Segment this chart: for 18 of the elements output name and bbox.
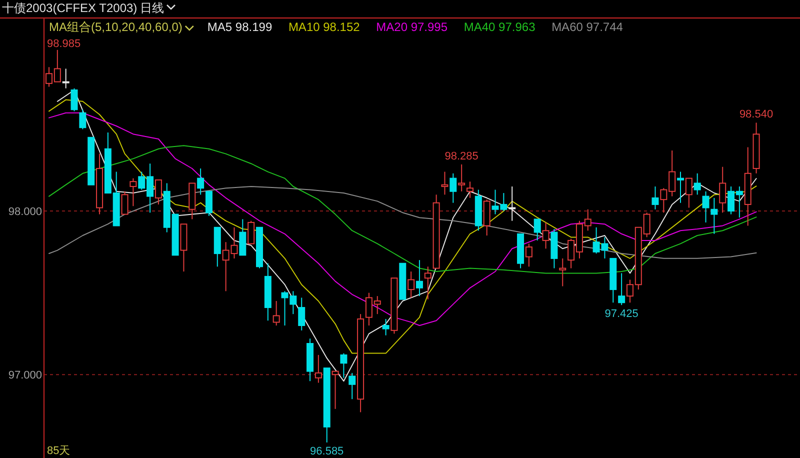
line-series	[48, 186, 757, 259]
annotation: 98.985	[47, 38, 81, 50]
text: MA40 97.963	[464, 20, 536, 34]
chart-title: 十债2003(CFFEX T2003)	[2, 1, 138, 15]
chart-subtitle: 日线	[140, 1, 164, 15]
text: MA20 97.995	[376, 20, 448, 34]
annotation: 97.425	[604, 308, 638, 320]
text: MA5 98.199	[207, 20, 272, 34]
text: MA60 97.744	[552, 20, 624, 34]
annotation: 98.285	[444, 150, 478, 162]
line-series	[48, 145, 757, 274]
y-tick-label: 97.000	[8, 370, 42, 382]
annotation: 85天	[47, 445, 70, 457]
y-tick-label: 98.000	[8, 206, 42, 218]
annotation: 98.540	[739, 108, 774, 121]
annotation: 96.585	[310, 445, 344, 458]
legend-title: MA组合(5,10,20,40,60,0)	[49, 20, 182, 34]
text: MA10 98.152	[288, 20, 360, 34]
